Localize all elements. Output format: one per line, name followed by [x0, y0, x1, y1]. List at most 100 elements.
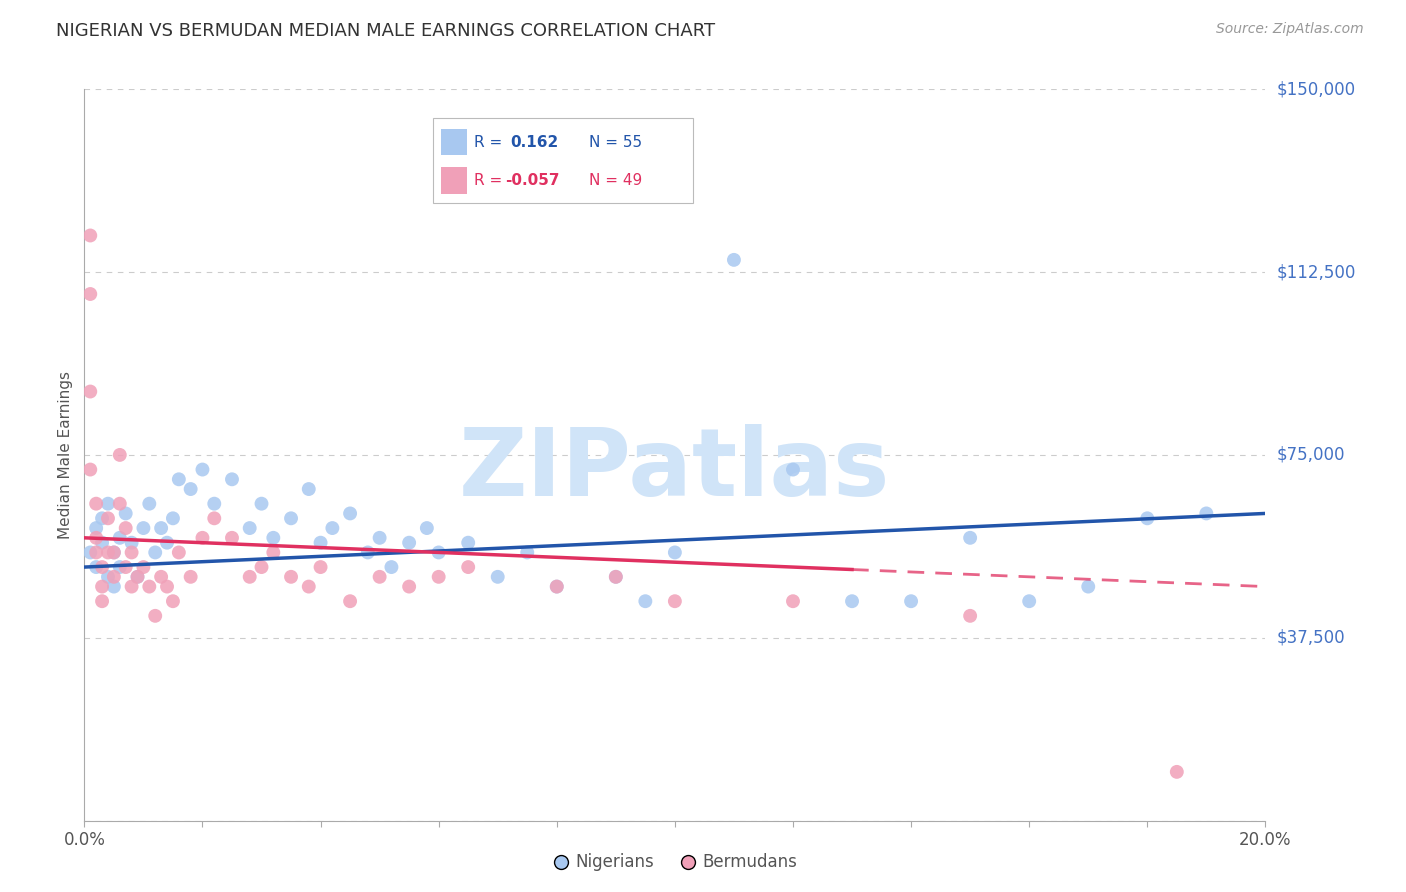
Point	[108, 531, 131, 545]
Point	[546, 580, 568, 594]
Point	[221, 472, 243, 486]
Point	[516, 545, 538, 559]
Point	[900, 594, 922, 608]
Point	[150, 521, 173, 535]
Point	[108, 497, 131, 511]
Point	[416, 521, 439, 535]
Point	[127, 570, 149, 584]
Point	[121, 580, 143, 594]
Text: 0.162: 0.162	[510, 135, 560, 150]
Point	[79, 228, 101, 243]
Point	[162, 594, 184, 608]
Bar	[440, 167, 467, 194]
Point	[132, 521, 155, 535]
Point	[143, 608, 166, 623]
Point	[84, 545, 107, 559]
Point	[486, 570, 509, 584]
Point	[114, 560, 136, 574]
Point	[309, 560, 332, 574]
Point	[368, 570, 391, 584]
Point	[79, 462, 101, 476]
Point	[280, 511, 302, 525]
Point	[457, 560, 479, 574]
Point	[79, 545, 101, 559]
Point	[368, 531, 391, 545]
Point	[1166, 764, 1188, 779]
Point	[634, 594, 657, 608]
Point	[91, 511, 114, 525]
Point	[180, 482, 202, 496]
Point	[841, 594, 863, 608]
Point	[103, 545, 125, 559]
Text: Source: ZipAtlas.com: Source: ZipAtlas.com	[1216, 22, 1364, 37]
Text: NIGERIAN VS BERMUDAN MEDIAN MALE EARNINGS CORRELATION CHART: NIGERIAN VS BERMUDAN MEDIAN MALE EARNING…	[56, 22, 716, 40]
Point	[97, 570, 120, 584]
Point	[84, 560, 107, 574]
Point	[91, 594, 114, 608]
Point	[339, 507, 361, 521]
Point	[143, 545, 166, 559]
Point	[262, 545, 284, 559]
Point	[457, 535, 479, 549]
Point	[97, 511, 120, 525]
Text: R =: R =	[474, 135, 512, 150]
Point	[250, 560, 273, 574]
Point	[380, 560, 402, 574]
Point	[309, 535, 332, 549]
Point	[427, 545, 450, 559]
Point	[398, 580, 420, 594]
Point	[162, 511, 184, 525]
Text: $150,000: $150,000	[1277, 80, 1355, 98]
Point	[156, 535, 179, 549]
Text: N = 49: N = 49	[589, 173, 643, 188]
Point	[138, 580, 160, 594]
Point	[103, 545, 125, 559]
Point	[167, 545, 190, 559]
Point	[121, 535, 143, 549]
Point	[221, 531, 243, 545]
Point	[239, 570, 262, 584]
Point	[723, 252, 745, 267]
Point	[191, 531, 214, 545]
Point	[114, 521, 136, 535]
Point	[250, 497, 273, 511]
Text: R =: R =	[474, 173, 508, 188]
Point	[339, 594, 361, 608]
Text: $37,500: $37,500	[1277, 629, 1346, 647]
Point	[239, 521, 262, 535]
Point	[150, 570, 173, 584]
Text: $112,500: $112,500	[1277, 263, 1355, 281]
Point	[167, 472, 190, 486]
Point	[1195, 507, 1218, 521]
Point	[97, 545, 120, 559]
Point	[202, 497, 225, 511]
Point	[262, 531, 284, 545]
Point	[202, 511, 225, 525]
Point	[127, 570, 149, 584]
Point	[121, 545, 143, 559]
Point	[79, 384, 101, 399]
Point	[298, 482, 321, 496]
Point	[91, 580, 114, 594]
Point	[1136, 511, 1159, 525]
Point	[427, 570, 450, 584]
Point	[114, 507, 136, 521]
Text: N = 55: N = 55	[589, 135, 641, 150]
Point	[298, 580, 321, 594]
Text: $75,000: $75,000	[1277, 446, 1346, 464]
Bar	[440, 128, 467, 155]
Point	[191, 462, 214, 476]
Point	[398, 535, 420, 549]
Point	[605, 570, 627, 584]
Point	[782, 462, 804, 476]
Point	[782, 594, 804, 608]
Y-axis label: Median Male Earnings: Median Male Earnings	[58, 371, 73, 539]
Point	[108, 448, 131, 462]
Point	[108, 560, 131, 574]
Point	[1018, 594, 1040, 608]
Point	[84, 497, 107, 511]
Point	[959, 531, 981, 545]
Point	[84, 531, 107, 545]
Point	[321, 521, 343, 535]
Point	[180, 570, 202, 584]
